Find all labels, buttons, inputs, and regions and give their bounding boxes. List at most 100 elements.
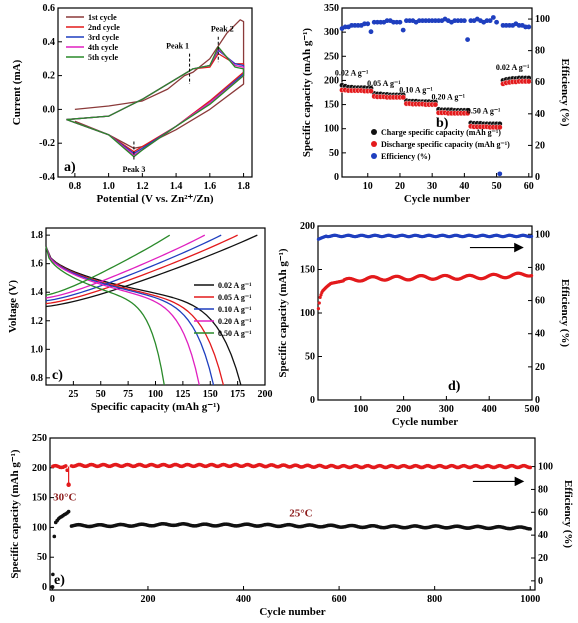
- y2-tick-label: 60: [538, 507, 548, 518]
- x-tick-label: 40: [459, 181, 469, 192]
- y-axis-label: Specific capacity (mAh g⁻¹): [301, 28, 313, 158]
- y-tick-label: 0.2: [43, 71, 56, 82]
- discharge-curve-4: [45, 246, 200, 386]
- legend-label: Discharge specific capacity (mAh g⁻¹): [381, 140, 510, 149]
- capacity-point: [316, 307, 321, 311]
- x-axis-label: Cycle number: [259, 606, 325, 618]
- y-tick-label: 0: [310, 395, 315, 406]
- cv-loop-5: [66, 46, 245, 158]
- panel-e-letter: e): [54, 573, 65, 588]
- y2-tick-label: 0: [538, 576, 543, 587]
- legend-label: Efficiency (%): [381, 152, 431, 161]
- charge-curve-1: [45, 234, 258, 308]
- x-tick-label: 1.4: [170, 181, 183, 192]
- y-tick-label: 50: [37, 552, 47, 563]
- efficiency-point: [365, 21, 371, 27]
- discharge-point: [525, 78, 532, 85]
- legend-marker: [371, 129, 377, 135]
- rate-label: 0.02 A g⁻¹: [496, 63, 530, 72]
- capacity-point: [318, 295, 322, 299]
- legend-label: 2nd cycle: [88, 23, 120, 32]
- y2-tick-label: 40: [535, 329, 545, 340]
- x-tick-label: 300: [439, 404, 454, 415]
- y-tick-label: 150: [300, 265, 315, 276]
- y-axis-label: Voltage (V): [7, 280, 19, 333]
- plot-frame: [317, 225, 533, 401]
- x-tick-label: 1.0: [102, 181, 115, 192]
- y-tick-label: 300: [324, 27, 339, 38]
- panel-b-rate-capability: 10 20 30 40 50 600501001502002503003500204060…: [301, 3, 571, 205]
- efficiency-point: [497, 171, 503, 177]
- panel-c-letter: c): [52, 368, 63, 383]
- x-tick-label: 60: [524, 181, 534, 192]
- efficiency-point: [465, 37, 470, 42]
- capacity-point: [52, 534, 57, 539]
- x-tick-label: 20: [395, 181, 405, 192]
- x-tick-label: 500: [525, 404, 540, 415]
- y2-tick-label: 100: [535, 229, 550, 240]
- y-tick-label: 0: [42, 582, 47, 593]
- y2-axis-label: Efficiency (%): [559, 279, 571, 347]
- y-tick-label: 1.8: [31, 230, 44, 241]
- y-tick-label: 0.6: [43, 3, 56, 14]
- discharge-curve-5: [45, 246, 165, 386]
- x-tick-label: 600: [332, 594, 347, 605]
- y-tick-label: 150: [32, 493, 47, 504]
- efficiency-point: [397, 19, 403, 25]
- y-tick-label: 1.2: [31, 316, 44, 327]
- y-tick-label: 50: [329, 148, 339, 159]
- legend-label: 4th cycle: [88, 43, 118, 52]
- panel-a-letter: a): [64, 160, 76, 175]
- x-tick-label: 50: [492, 181, 502, 192]
- y-tick-label: 100: [324, 124, 339, 135]
- y-tick-label: 1.0: [31, 344, 44, 355]
- y-axis-label: Specific capacity (mAh g⁻¹): [277, 248, 289, 378]
- y2-tick-label: 80: [535, 46, 545, 57]
- y-tick-label: 0.8: [31, 373, 44, 384]
- capacity-point: [317, 301, 321, 305]
- y2-tick-label: 40: [535, 109, 545, 120]
- x-tick-label: 100: [353, 404, 368, 415]
- x-tick-label: 0: [50, 594, 55, 605]
- charge-curve-4: [45, 234, 206, 299]
- x-tick-label: 400: [236, 594, 251, 605]
- y-tick-label: 250: [324, 51, 339, 62]
- efficiency-point: [63, 464, 68, 468]
- legend-label: 1st cycle: [88, 13, 117, 22]
- y2-tick-label: 100: [538, 462, 553, 473]
- panel-e-cycling-1000: 0 200 400 600 800 1000 0 50 100 150 200 250 0 20 40 60 8…: [9, 433, 574, 618]
- x-tick-label: 200: [258, 389, 273, 400]
- rate-label: 0.20 A g⁻¹: [432, 93, 466, 102]
- charge-curve-2: [45, 234, 238, 305]
- efficiency-point: [494, 19, 499, 25]
- x-tick-label: 10: [363, 181, 373, 192]
- capacity-point: [66, 509, 71, 514]
- y2-tick-label: 20: [538, 553, 548, 564]
- y2-tick-label: 100: [535, 14, 550, 25]
- discharge-point: [464, 110, 471, 117]
- cv-loop-2: [66, 52, 245, 153]
- discharge-point: [368, 88, 374, 94]
- cv-loop-1: [74, 19, 245, 149]
- panel-c-charge-discharge-curves: 25 50 75 100 125 150 175 200 0.8 1.0 1.2 1.4 1.6 1.8 S…: [7, 227, 273, 413]
- legend-label: 5th cycle: [88, 53, 118, 62]
- efficiency-point: [529, 234, 534, 238]
- y-axis-label: Current (mA): [11, 59, 23, 125]
- y-axis-label: Specific capacity (mAh g⁻¹): [9, 449, 21, 579]
- y2-tick-label: 60: [535, 296, 545, 307]
- capacity-point: [51, 572, 55, 577]
- x-tick-label: 30: [427, 181, 437, 192]
- x-tick-label: 50: [96, 389, 106, 400]
- x-tick-label: 1.2: [136, 181, 149, 192]
- rate-label: 0.50 A g⁻¹: [467, 107, 501, 116]
- capacity-point: [319, 293, 323, 297]
- y-tick-label: 50: [305, 352, 315, 363]
- efficiency-point: [368, 29, 374, 35]
- x-tick-label: 200: [396, 404, 411, 415]
- panel-b-letter: b): [436, 116, 449, 131]
- efficiency-point: [526, 24, 532, 30]
- y-tick-label: 200: [324, 75, 339, 86]
- x-axis-label: Cycle number: [404, 193, 470, 205]
- panel-a-cyclic-voltammetry: 0.8 1.0 1.2 1.4 1.6 1.8 -0.4 -0.2 0.0 0.2 0.4 0.6 Po…: [11, 3, 253, 205]
- x-tick-label: 400: [482, 404, 497, 415]
